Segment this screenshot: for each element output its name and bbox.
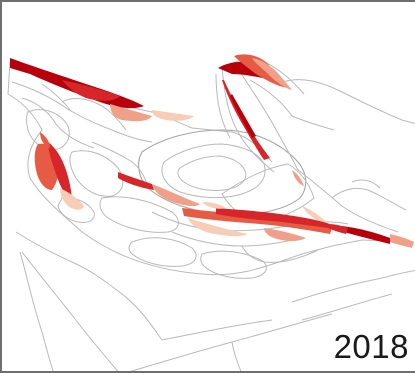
patch-centre-light bbox=[292, 170, 304, 186]
patch-lower-bar-dark bbox=[118, 172, 154, 190]
year-label: 2018 bbox=[333, 328, 409, 365]
patch-upper-spit-light bbox=[110, 104, 152, 122]
central-island-core bbox=[177, 155, 247, 191]
patch-upper-spit-pale bbox=[152, 110, 194, 121]
shoreline-lower bbox=[15, 231, 163, 371]
patch-right-tail-dark bbox=[342, 226, 390, 244]
north-channel bbox=[215, 65, 399, 233]
patch-main-bar-pale bbox=[188, 218, 248, 237]
patch-right-tail-mid bbox=[328, 224, 348, 234]
coast-lines-bottom bbox=[130, 269, 415, 371]
central-island-ring bbox=[138, 129, 307, 215]
patch-centre-pale bbox=[202, 202, 226, 209]
southern-islands bbox=[57, 197, 267, 279]
patch-left-dark bbox=[48, 142, 72, 202]
patch-left-pale bbox=[60, 188, 84, 210]
patch-main-bar-pale-2 bbox=[264, 228, 306, 241]
patch-right-tail-light bbox=[390, 234, 414, 248]
change-patches bbox=[10, 54, 414, 248]
patch-main-bar-dark bbox=[216, 208, 330, 228]
upper-channel-lines bbox=[11, 81, 153, 189]
central-island-inner bbox=[161, 143, 266, 199]
patch-left-small bbox=[40, 132, 50, 148]
patch-north-channel-strip-2 bbox=[230, 94, 256, 138]
patch-right-tail-pale bbox=[302, 206, 326, 222]
patch-upper-spit-mid bbox=[62, 80, 120, 101]
patch-lower-bar-light bbox=[152, 184, 200, 207]
patch-north-top-light bbox=[252, 58, 292, 90]
patch-north-channel-strip bbox=[222, 80, 270, 160]
